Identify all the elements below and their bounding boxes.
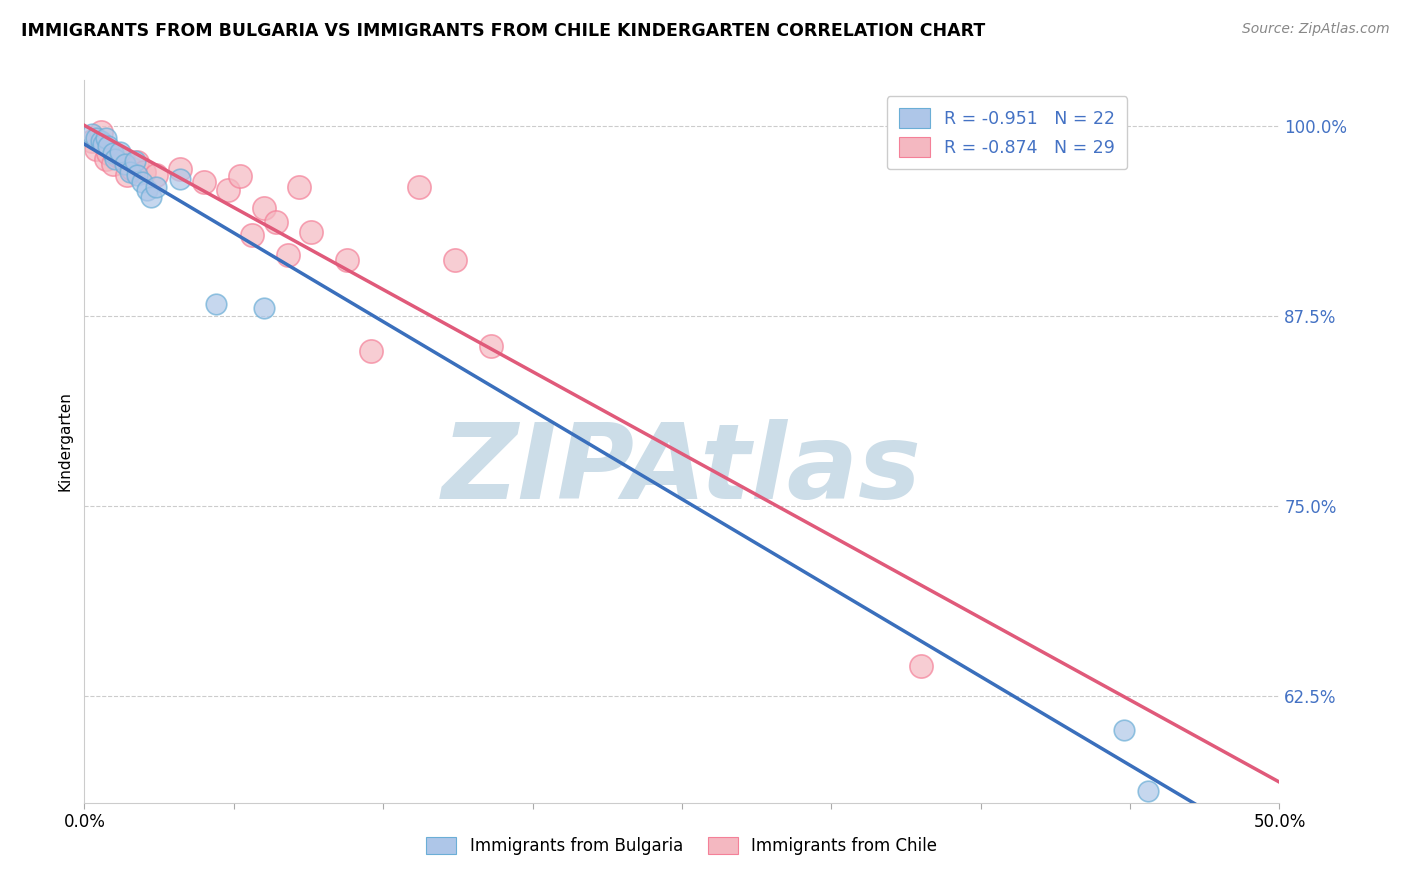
- Y-axis label: Kindergarten: Kindergarten: [58, 392, 73, 491]
- Point: [80, 127, 103, 141]
- Text: ZIPAtlas: ZIPAtlas: [441, 419, 922, 522]
- Point: [288, 179, 311, 194]
- Point: [104, 153, 127, 167]
- Point: [111, 153, 134, 167]
- Point: [408, 179, 430, 194]
- Point: [217, 183, 239, 197]
- Point: [110, 145, 132, 159]
- Point: [1114, 723, 1136, 737]
- Point: [86, 131, 108, 145]
- Point: [229, 169, 252, 183]
- Point: [94, 131, 117, 145]
- Point: [131, 175, 153, 189]
- Point: [240, 228, 263, 243]
- Point: [301, 226, 323, 240]
- Point: [205, 297, 228, 311]
- Point: [264, 215, 287, 229]
- Point: [145, 168, 167, 182]
- Point: [125, 168, 148, 182]
- Point: [80, 134, 103, 148]
- Point: [125, 155, 148, 169]
- Point: [94, 153, 117, 167]
- Point: [479, 339, 502, 353]
- Text: Source: ZipAtlas.com: Source: ZipAtlas.com: [1241, 22, 1389, 37]
- Point: [107, 149, 129, 163]
- Point: [336, 252, 359, 267]
- Point: [90, 134, 112, 148]
- Text: IMMIGRANTS FROM BULGARIA VS IMMIGRANTS FROM CHILE KINDERGARTEN CORRELATION CHART: IMMIGRANTS FROM BULGARIA VS IMMIGRANTS F…: [21, 22, 986, 40]
- Point: [117, 168, 139, 182]
- Point: [141, 190, 163, 204]
- Point: [97, 138, 120, 153]
- Point: [1137, 783, 1160, 797]
- Point: [101, 157, 124, 171]
- Point: [118, 164, 141, 178]
- Point: [910, 659, 932, 673]
- Point: [114, 157, 136, 171]
- Point: [86, 142, 108, 156]
- Point: [145, 179, 167, 194]
- Point: [193, 175, 215, 189]
- Point: [97, 146, 120, 161]
- Legend: Immigrants from Bulgaria, Immigrants from Chile: Immigrants from Bulgaria, Immigrants fro…: [418, 829, 946, 863]
- Point: [169, 172, 191, 186]
- Point: [360, 344, 382, 359]
- Point: [444, 252, 467, 267]
- Point: [101, 146, 124, 161]
- Point: [90, 125, 112, 139]
- Point: [169, 161, 191, 176]
- Point: [253, 301, 276, 316]
- Point: [135, 183, 157, 197]
- Point: [121, 161, 143, 176]
- Point: [253, 201, 276, 215]
- Point: [124, 153, 146, 168]
- Point: [277, 248, 299, 262]
- Point: [93, 137, 115, 152]
- Point: [132, 164, 156, 178]
